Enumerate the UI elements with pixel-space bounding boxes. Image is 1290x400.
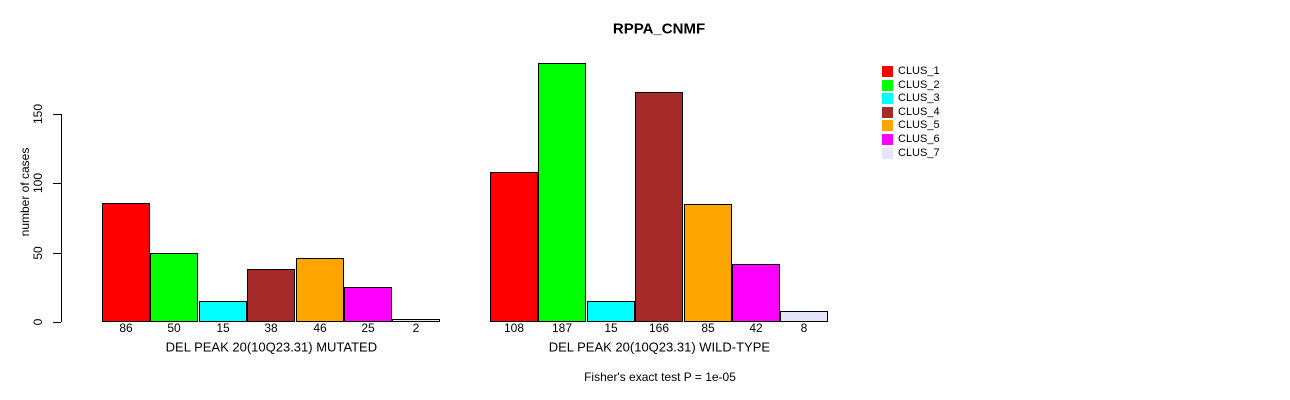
y-tick-label: 100 [31,172,45,194]
bar-clus_6 [732,264,780,322]
bar-clus_4 [635,92,683,322]
legend-item-clus_5: CLUS_5 [882,119,940,131]
bar-value-label: 8 [800,321,808,335]
bar-value-label: 108 [503,321,525,335]
legend-label: CLUS_7 [898,147,940,159]
group-axis-label: DEL PEAK 20(10Q23.31) WILD-TYPE [548,339,771,355]
bar-clus_1 [102,203,150,322]
legend-label: CLUS_1 [898,65,940,77]
bar-clus_2 [538,63,586,322]
legend-item-clus_1: CLUS_1 [882,65,940,77]
y-tick-label: 0 [31,318,45,326]
legend-item-clus_3: CLUS_3 [882,92,940,104]
bar-value-label: 42 [749,321,763,335]
bar-clus_5 [296,258,344,322]
bar-clus_4 [247,269,295,322]
y-tick-label: 150 [31,103,45,125]
bar-clus_1 [490,172,538,322]
legend-swatch-icon [882,147,893,159]
legend-item-clus_2: CLUS_2 [882,79,940,91]
legend-item-clus_7: CLUS_7 [882,147,940,159]
legend-swatch-icon [882,119,893,131]
bar-clus_6 [344,287,392,322]
bar-value-label: 86 [119,321,133,335]
bar-clus_5 [684,204,732,322]
legend-label: CLUS_6 [898,133,940,145]
legend-item-clus_4: CLUS_4 [882,106,940,118]
y-axis-label: number of cases [18,147,32,237]
y-tick-mark [53,183,61,184]
legend-swatch-icon [882,65,893,77]
bar-clus_7 [392,319,440,322]
y-axis-line [61,114,62,322]
bar-value-label: 187 [551,321,573,335]
legend-swatch-icon [882,106,893,118]
y-tick-mark [53,253,61,254]
legend-label: CLUS_2 [898,79,940,91]
bar-value-label: 25 [361,321,375,335]
legend-swatch-icon [882,92,893,104]
legend-swatch-icon [882,133,893,145]
bar-value-label: 46 [313,321,327,335]
bar-value-label: 85 [701,321,715,335]
legend-label: CLUS_5 [898,119,940,131]
bar-clus_2 [150,253,198,322]
bar-value-label: 38 [264,321,278,335]
group-axis-label: DEL PEAK 20(10Q23.31) MUTATED [165,339,378,355]
legend-item-clus_6: CLUS_6 [882,133,940,145]
legend-label: CLUS_3 [898,92,940,104]
legend-label: CLUS_4 [898,106,940,118]
bar-value-label: 15 [604,321,618,335]
bar-clus_7 [780,311,828,322]
fisher-test-annotation: Fisher's exact test P = 1e-05 [584,370,736,384]
legend-swatch-icon [882,79,893,91]
y-tick-mark [53,322,61,323]
bar-value-label: 50 [167,321,181,335]
y-tick-label: 50 [31,246,45,260]
bar-value-label: 15 [216,321,230,335]
bar-clus_3 [199,301,247,322]
bar-value-label: 2 [412,321,420,335]
y-tick-mark [53,114,61,115]
bar-clus_3 [587,301,635,322]
bar-value-label: 166 [648,321,670,335]
chart-title: RPPA_CNMF [612,20,706,38]
